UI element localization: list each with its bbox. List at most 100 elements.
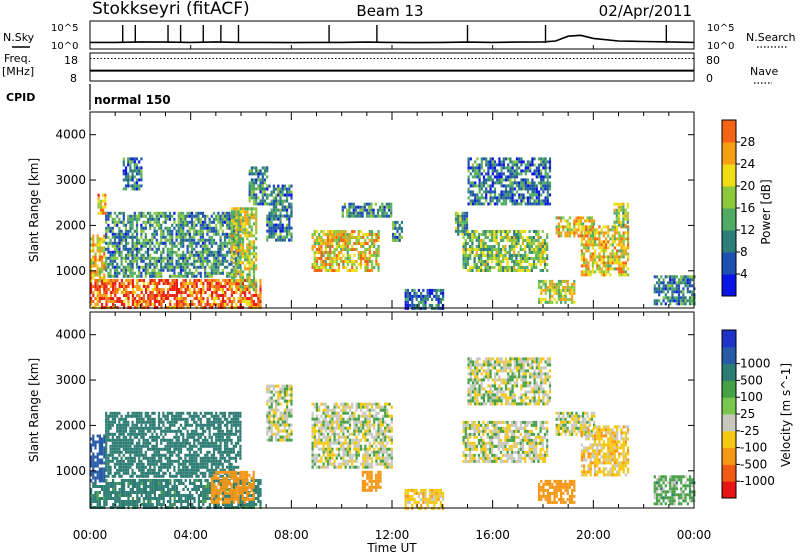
heatmap-cell (510, 242, 514, 245)
heatmap-cell (283, 184, 286, 188)
heatmap-cell (144, 274, 147, 278)
heatmap-cell (219, 235, 222, 239)
heatmap-cell (288, 217, 291, 221)
heatmap-cell (208, 482, 211, 485)
heatmap-cell (124, 271, 128, 275)
heatmap-cell (464, 263, 467, 266)
heatmap-cell (515, 233, 518, 236)
heatmap-cell (613, 255, 616, 259)
heatmap-cell (114, 488, 117, 491)
heatmap-cell (105, 229, 108, 233)
heatmap-cell (140, 503, 143, 506)
heatmap-cell (211, 303, 214, 306)
heatmap-cell (551, 282, 554, 286)
heatmap-cell (404, 303, 407, 307)
heatmap-cell (259, 494, 262, 497)
heatmap-cell (671, 287, 674, 291)
heatmap-cell (666, 275, 670, 279)
heatmap-cell (140, 166, 143, 170)
heatmap-cell (585, 228, 588, 232)
heatmap-cell (329, 260, 332, 263)
heatmap-cell (320, 242, 323, 245)
heatmap-cell (473, 233, 476, 236)
heatmap-cell (140, 488, 143, 491)
heatmap-cell (109, 262, 112, 266)
heatmap-cell (272, 208, 275, 212)
heatmap-cell (288, 202, 291, 206)
heatmap-cell (92, 264, 95, 268)
heatmap-cell (237, 288, 240, 291)
heatmap-cell (613, 220, 616, 224)
heatmap-cell (138, 488, 141, 491)
heatmap-cell (257, 196, 260, 200)
heatmap-cell (564, 294, 567, 298)
heatmap-cell (270, 211, 273, 215)
heatmap-cell (261, 199, 264, 203)
heatmap-cell (544, 166, 547, 170)
heatmap-cell (521, 248, 525, 251)
heatmap-cell (182, 238, 185, 242)
heatmap-cell (114, 288, 117, 291)
heatmap-cell (464, 266, 467, 269)
heatmap-cell (471, 193, 475, 197)
heatmap-cell (506, 230, 509, 233)
heatmap-cell (351, 269, 354, 272)
heatmap-cell (500, 196, 503, 200)
heatmap-cell (167, 282, 170, 285)
heatmap-cell (544, 285, 547, 289)
heatmap-cell (266, 169, 269, 173)
heatmap-cell (208, 497, 211, 500)
heatmap-cell (259, 178, 262, 182)
heatmap-cell (533, 181, 536, 185)
heatmap-cell (611, 234, 614, 238)
heatmap-cell (90, 297, 93, 300)
heatmap-cell (199, 217, 202, 221)
heatmap-cell (230, 300, 233, 303)
heatmap-cell (235, 219, 238, 223)
heatmap-cell (248, 264, 251, 268)
heatmap-cell (340, 236, 343, 239)
heatmap-cell (156, 479, 159, 482)
heatmap-cell (261, 190, 264, 194)
heatmap-cell (626, 214, 629, 218)
heatmap-cell (167, 479, 170, 482)
heatmap-cell (351, 260, 354, 263)
heatmap-cell (335, 254, 338, 257)
heatmap-cell (504, 184, 508, 188)
heatmap-cell (509, 175, 512, 179)
heatmap-cell (613, 240, 616, 244)
heatmap-cell (239, 219, 242, 223)
heatmap-cell (350, 205, 353, 209)
heatmap-cell (549, 288, 552, 292)
heatmap-cell (524, 266, 527, 269)
heatmap-cell (502, 230, 505, 233)
heatmap-cell (151, 491, 154, 494)
heatmap-cell (618, 240, 621, 244)
heatmap-cell (158, 482, 161, 485)
heatmap-cell (613, 261, 616, 265)
heatmap-cell (92, 237, 95, 241)
heatmap-cell (484, 254, 487, 257)
heatmap-cell (491, 248, 494, 251)
heatmap-cell (487, 184, 490, 188)
heatmap-cell (217, 244, 220, 248)
heatmap-cell (239, 297, 242, 300)
heatmap-cell (101, 264, 104, 268)
heatmap-cell (145, 488, 148, 491)
heatmap-cell (537, 190, 541, 194)
heatmap-cell (462, 245, 465, 248)
heatmap-cell (515, 263, 518, 266)
heatmap-cell (219, 294, 222, 297)
heatmap-cell (158, 288, 161, 291)
heatmap-cell (342, 230, 345, 233)
heatmap-cell (244, 503, 247, 506)
heatmap-cell (263, 199, 267, 203)
heatmap-cell (370, 214, 373, 218)
heatmap-cell (544, 288, 547, 292)
heatmap-cell (540, 199, 543, 203)
heatmap-cell (283, 199, 286, 203)
heatmap-cell (482, 260, 485, 263)
heatmap-cell (474, 181, 477, 185)
heatmap-cell (101, 458, 104, 462)
heatmap-cell (197, 238, 200, 242)
